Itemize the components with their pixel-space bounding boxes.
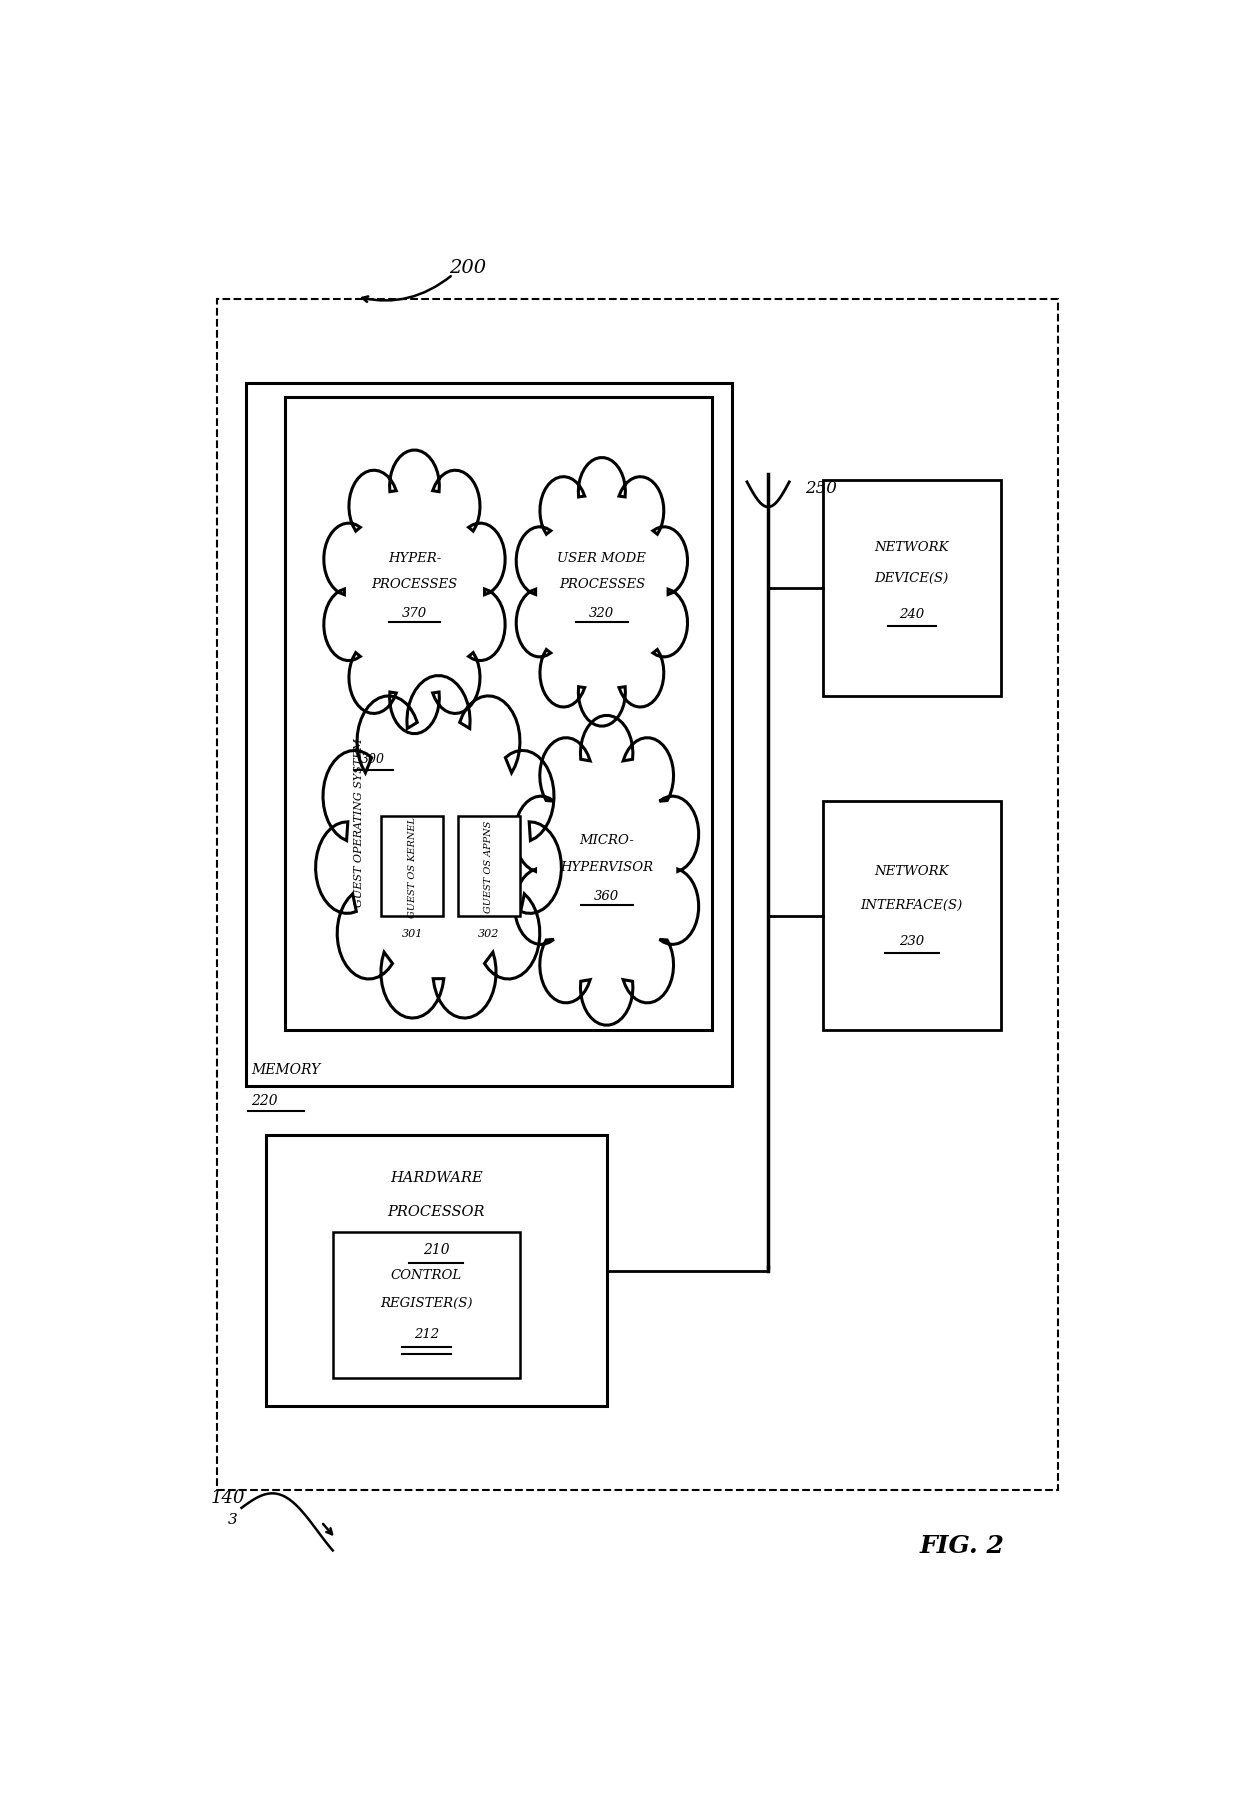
Text: 301: 301 bbox=[402, 929, 423, 938]
Bar bbox=[217, 300, 1058, 1491]
Text: 210: 210 bbox=[423, 1241, 449, 1256]
Text: 370: 370 bbox=[402, 607, 427, 620]
Text: MICRO-: MICRO- bbox=[579, 833, 634, 847]
Text: HYPER-: HYPER- bbox=[388, 551, 441, 564]
Text: HARDWARE: HARDWARE bbox=[389, 1169, 482, 1184]
Bar bbox=[458, 817, 521, 916]
Text: 300: 300 bbox=[361, 754, 386, 766]
Text: 230: 230 bbox=[899, 934, 924, 947]
Text: NETWORK: NETWORK bbox=[874, 540, 949, 553]
Bar bbox=[332, 1232, 521, 1379]
Text: INTERFACE(S): INTERFACE(S) bbox=[861, 898, 963, 911]
Polygon shape bbox=[316, 676, 562, 1019]
Bar bbox=[823, 481, 1001, 698]
Bar bbox=[265, 1135, 606, 1406]
Text: 240: 240 bbox=[899, 607, 924, 620]
Polygon shape bbox=[324, 452, 505, 734]
Bar bbox=[381, 817, 444, 916]
Text: MEMORY: MEMORY bbox=[250, 1063, 320, 1077]
Text: CONTROL: CONTROL bbox=[391, 1269, 463, 1281]
Text: 220: 220 bbox=[250, 1093, 278, 1108]
Polygon shape bbox=[516, 459, 687, 726]
Text: PROCESSES: PROCESSES bbox=[371, 578, 458, 591]
Text: REGISTER(S): REGISTER(S) bbox=[381, 1296, 472, 1310]
Text: 3: 3 bbox=[228, 1512, 238, 1527]
Text: USER MODE: USER MODE bbox=[558, 551, 646, 564]
Text: HYPERVISOR: HYPERVISOR bbox=[560, 860, 653, 873]
Text: DEVICE(S): DEVICE(S) bbox=[874, 571, 949, 584]
Text: 360: 360 bbox=[594, 889, 619, 902]
Text: GUEST OS KERNEL: GUEST OS KERNEL bbox=[408, 817, 417, 918]
Text: PROCESSOR: PROCESSOR bbox=[387, 1205, 485, 1218]
Bar bbox=[285, 398, 713, 1030]
Text: 140: 140 bbox=[211, 1487, 246, 1505]
Polygon shape bbox=[515, 716, 698, 1026]
Text: 200: 200 bbox=[449, 260, 486, 276]
Text: 250: 250 bbox=[805, 479, 837, 497]
Bar bbox=[247, 383, 732, 1086]
Text: 320: 320 bbox=[589, 607, 615, 620]
Text: GUEST OS APPNS: GUEST OS APPNS bbox=[485, 820, 494, 913]
Text: 212: 212 bbox=[414, 1326, 439, 1341]
Text: PROCESSES: PROCESSES bbox=[559, 578, 645, 591]
Text: 302: 302 bbox=[479, 929, 500, 938]
Bar bbox=[823, 801, 1001, 1030]
Text: NETWORK: NETWORK bbox=[874, 866, 949, 878]
Text: GUEST OPERATING SYSTEM: GUEST OPERATING SYSTEM bbox=[353, 737, 363, 907]
Text: FIG. 2: FIG. 2 bbox=[920, 1534, 1004, 1558]
